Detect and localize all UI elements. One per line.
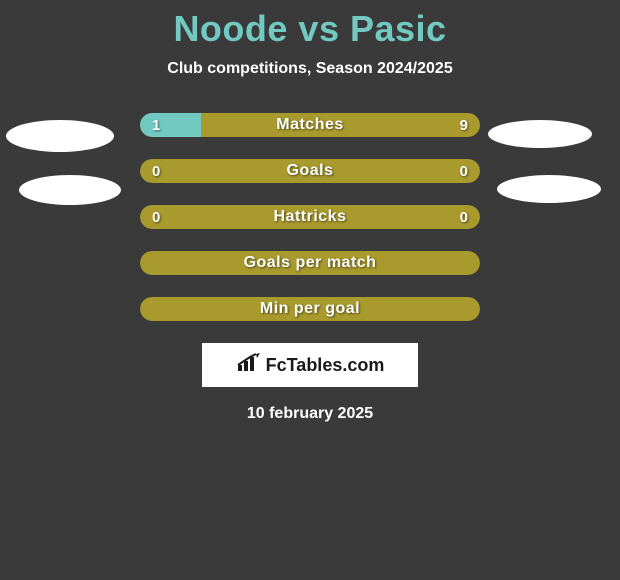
avatar-oval <box>6 120 114 152</box>
stat-row: Min per goal <box>140 297 480 321</box>
date-label: 10 february 2025 <box>0 405 620 423</box>
avatar-oval <box>488 120 592 148</box>
stat-value-left: 0 <box>152 205 160 229</box>
logo-text: FcTables.com <box>266 355 385 376</box>
avatar-oval <box>19 175 121 205</box>
stat-label: Goals per match <box>140 251 480 275</box>
stat-row: Matches1 9 <box>140 113 480 137</box>
stat-value-left: 0 <box>152 159 160 183</box>
stat-label: Goals <box>140 159 480 183</box>
stat-value-right: 9 <box>460 113 468 137</box>
stat-value-right: 0 <box>460 205 468 229</box>
stat-label: Min per goal <box>140 297 480 321</box>
page-title: Noode vs Pasic <box>0 8 620 50</box>
chart-icon <box>236 353 262 378</box>
stat-value-left: 1 <box>152 113 160 137</box>
stat-row: Goals per match <box>140 251 480 275</box>
subtitle: Club competitions, Season 2024/2025 <box>0 60 620 78</box>
stat-row: Goals0 0 <box>140 159 480 183</box>
stat-value-right: 0 <box>460 159 468 183</box>
stat-label: Matches <box>140 113 480 137</box>
logo-inner: FcTables.com <box>236 353 385 378</box>
avatar-oval <box>497 175 601 203</box>
source-logo: FcTables.com <box>202 343 418 387</box>
comparison-card: Noode vs Pasic Club competitions, Season… <box>0 0 620 423</box>
stat-label: Hattricks <box>140 205 480 229</box>
stat-row: Hattricks0 0 <box>140 205 480 229</box>
